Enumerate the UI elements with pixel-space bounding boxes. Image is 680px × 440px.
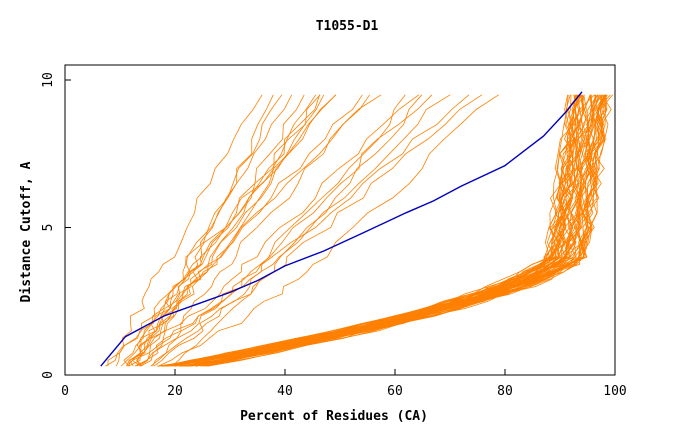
y-axis-label: Distance Cutoff, A: [19, 161, 34, 302]
model-curve: [174, 94, 575, 367]
plot-frame: [64, 64, 616, 376]
model-curve: [158, 94, 499, 367]
model-curve: [136, 94, 406, 367]
model-curve: [183, 94, 612, 367]
model-curve: [203, 94, 611, 367]
model-curve: [107, 94, 382, 367]
model-curve: [128, 94, 283, 367]
plot-lines: [100, 91, 614, 367]
model-curve: [153, 94, 451, 367]
y-tick-label: 5: [41, 224, 56, 232]
model-curve: [129, 94, 363, 367]
model-curve: [105, 94, 263, 367]
x-tick-label: 80: [497, 384, 513, 399]
model-curve: [131, 94, 274, 367]
x-tick-label: 60: [387, 384, 403, 399]
x-tick-label: 40: [277, 384, 293, 399]
model-curve: [195, 94, 603, 367]
model-curve: [140, 94, 370, 367]
x-axis-label: Percent of Residues (CA): [240, 409, 428, 424]
model-curve: [184, 94, 606, 367]
highlight-curve: [100, 91, 583, 367]
x-axis-ticks: 0 20 40 60 80 100: [61, 369, 627, 399]
model-curve: [121, 94, 321, 367]
x-tick-label: 0: [61, 384, 69, 399]
y-tick-label: 0: [41, 371, 56, 379]
model-curve: [206, 94, 579, 367]
model-curve: [136, 94, 325, 367]
y-axis-ticks: 0 5 10: [41, 72, 71, 379]
model-curve: [152, 94, 433, 367]
model-curve: [188, 94, 606, 367]
model-curve: [195, 94, 608, 367]
model-curve: [185, 94, 597, 367]
model-curve: [134, 94, 420, 367]
model-curve: [128, 94, 293, 367]
x-tick-label: 100: [603, 384, 626, 399]
x-tick-label: 20: [167, 384, 183, 399]
model-curve: [139, 94, 305, 367]
y-tick-label: 10: [41, 72, 56, 88]
chart-title: T1055-D1: [316, 19, 379, 34]
